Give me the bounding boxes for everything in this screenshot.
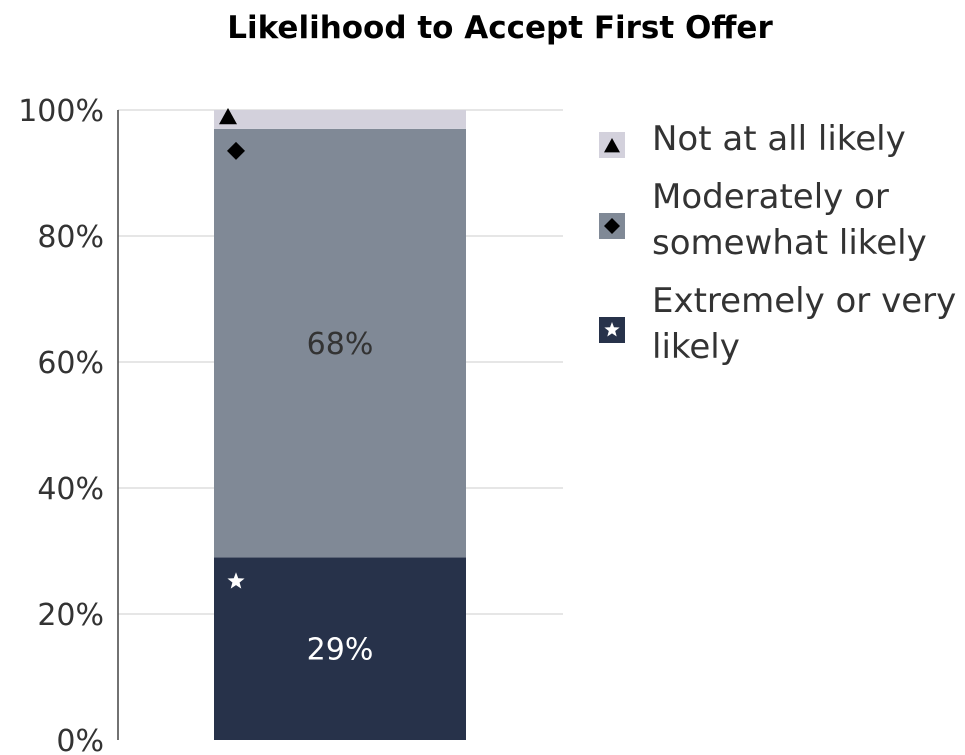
diamond-marker <box>604 218 620 234</box>
legend-label: likely <box>652 327 740 367</box>
y-tick-label: 40% <box>37 472 104 507</box>
legend-label: Moderately or <box>652 177 889 217</box>
triangle-marker <box>219 108 237 125</box>
bar-stack: 29% 68% <box>214 108 466 740</box>
data-label: 68% <box>307 327 374 362</box>
y-tick-label: 0% <box>56 724 104 755</box>
star-marker <box>227 572 245 589</box>
triangle-marker <box>604 138 620 153</box>
legend-label: Extremely or very <box>652 281 956 321</box>
data-label: 29% <box>307 633 374 668</box>
y-tick-label: 20% <box>37 598 104 633</box>
y-tick-label: 100% <box>18 94 104 129</box>
legend-item: Extremely or very likely <box>599 281 956 367</box>
legend-item: Moderately or somewhat likely <box>599 177 927 263</box>
legend-item: Not at all likely <box>599 119 906 159</box>
y-axis-ticks: 0% 20% 40% 60% 80% 100% <box>18 94 104 755</box>
legend-label: somewhat likely <box>652 223 927 263</box>
bar-segment <box>214 110 466 129</box>
legend-label: Not at all likely <box>652 119 906 159</box>
bar-segment <box>214 557 466 740</box>
y-tick-label: 60% <box>37 346 104 381</box>
y-tick-label: 80% <box>37 220 104 255</box>
legend: Not at all likely Moderately or somewhat l… <box>599 119 956 367</box>
bar-segment <box>214 128 466 558</box>
diamond-marker <box>227 141 245 160</box>
star-marker <box>604 322 620 337</box>
chart-title: Likelihood to Accept First Offer <box>227 10 773 46</box>
